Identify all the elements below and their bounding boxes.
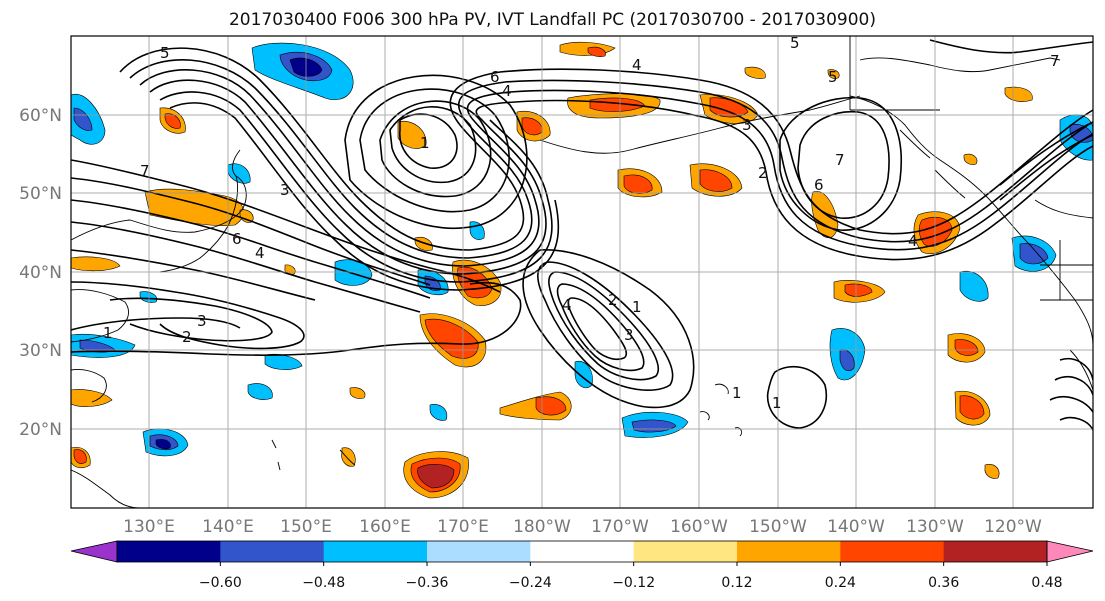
contour-label: 5	[160, 44, 170, 62]
colorbar-tick-label: −0.48	[302, 575, 345, 591]
colorbar-tick-label: 0.24	[825, 575, 856, 591]
colorbar-tick-label: −0.60	[199, 575, 242, 591]
colorbar-right-extension	[1046, 540, 1094, 563]
colorbar-tick-label: −0.36	[406, 575, 449, 591]
contour-label: 5	[790, 34, 800, 52]
contour-label: 1	[103, 324, 113, 342]
colorbar-tick-label: 0.12	[721, 575, 752, 591]
contour-label: 7	[1050, 52, 1060, 70]
map-title: 2017030400 F006 300 hPa PV, IVT Landfall…	[228, 10, 876, 30]
colorbar-segment	[737, 541, 841, 562]
contour-label: 4	[632, 56, 642, 74]
coastlines	[71, 36, 1093, 508]
lat-label: 30°N	[19, 341, 62, 361]
contour-label: 4	[502, 82, 512, 100]
contour-label: 6	[814, 176, 824, 194]
colorbar-tick-label: −0.24	[509, 575, 552, 591]
lon-label: 120°W	[984, 517, 1042, 537]
colorbar-segment	[323, 541, 428, 562]
lon-label: 140°W	[827, 517, 885, 537]
colorbar-left-extension	[70, 540, 118, 563]
lat-label: 50°N	[19, 184, 62, 204]
contour-label: 2	[182, 328, 192, 346]
lon-label: 130°E	[123, 517, 175, 537]
contour-label: 1	[772, 394, 782, 412]
pv-contours	[71, 39, 1093, 431]
lon-label: 170°E	[437, 517, 489, 537]
colorbar-segment	[840, 541, 945, 562]
contour-label: 7	[140, 162, 150, 180]
lon-label: 130°W	[906, 517, 964, 537]
colorbar-segment	[220, 541, 325, 562]
latitude-labels: 60°N 50°N 40°N 30°N 20°N	[19, 106, 62, 440]
lon-label: 150°E	[280, 517, 332, 537]
colorbar-tick-label: 0.36	[928, 575, 959, 591]
lat-label: 60°N	[19, 106, 62, 126]
contour-label: 3	[742, 116, 752, 134]
lon-label: 170°W	[591, 517, 649, 537]
neg-anomaly-mid	[334, 259, 373, 286]
colorbar: −0.60 −0.48 −0.36 −0.24 −0.12 0.12 0.24 0.36 0.4…	[70, 540, 1094, 591]
contour-label: 1	[732, 384, 742, 402]
contour-label: 2	[608, 291, 618, 309]
contour-label: 3	[624, 326, 634, 344]
colorbar-segment	[633, 541, 738, 562]
contour-label: 3	[280, 181, 290, 199]
colorbar-segment	[943, 541, 1048, 562]
contour-label: 6	[232, 230, 242, 248]
lat-label: 20°N	[19, 420, 62, 440]
lon-label: 180°W	[513, 517, 571, 537]
contour-label: 2	[758, 164, 768, 182]
plot-frame	[70, 35, 1094, 509]
contour-label: 1	[420, 134, 430, 152]
contour-labels: 5 4 6 5 3 2 1 7 6 4 4 3 2 1 3 2 1 4 3 1 …	[103, 34, 1060, 412]
contour-label: 5	[828, 68, 838, 86]
lon-label: 160°E	[359, 517, 411, 537]
contour-label: 4	[908, 232, 918, 250]
colorbar-tick-label: 0.48	[1031, 575, 1062, 591]
lon-label: 150°W	[749, 517, 807, 537]
colorbar-tick-label: −0.12	[612, 575, 655, 591]
contour-label: 1	[632, 298, 642, 316]
contour-label: 4	[255, 244, 265, 262]
lat-label: 40°N	[19, 263, 62, 283]
colorbar-segment	[117, 541, 221, 562]
contour-label: 6	[490, 68, 500, 86]
plot-area: 5 4 6 5 3 2 1 7 6 4 4 3 2 1 3 2 1 4 3 1 …	[71, 34, 1093, 508]
colorbar-segment	[530, 541, 635, 562]
longitude-labels: 130°E 140°E 150°E 160°E 170°E 180°W 170°…	[123, 517, 1042, 537]
contour-label: 3	[197, 312, 207, 330]
colorbar-segment	[427, 541, 531, 562]
lon-label: 160°W	[670, 517, 728, 537]
lon-label: 140°E	[202, 517, 254, 537]
map-grid	[71, 36, 1093, 508]
contour-label: 7	[835, 151, 845, 169]
contour-label: 4	[562, 296, 572, 314]
